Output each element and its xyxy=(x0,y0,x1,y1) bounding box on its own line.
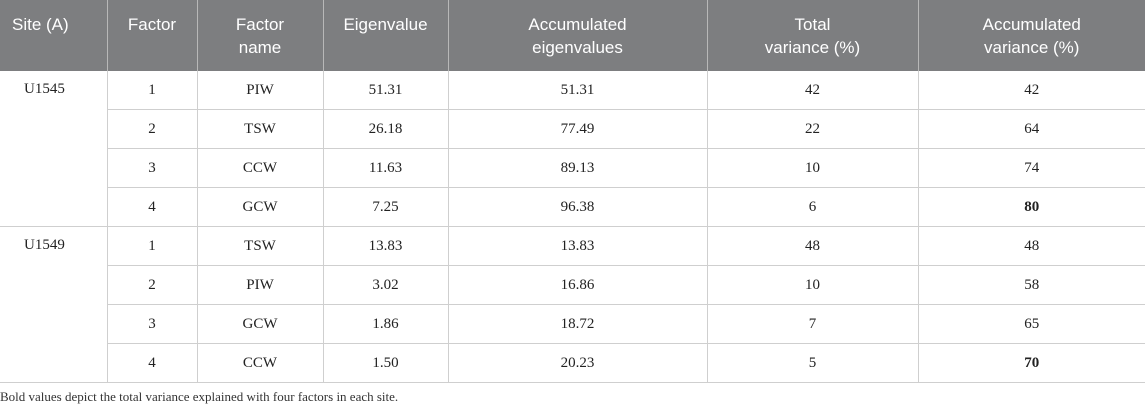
factor-table: Site (A) Factor Factor name Eigenvalue Accum… xyxy=(0,0,1145,383)
cell: 2 xyxy=(106,265,197,305)
cell: 5 xyxy=(706,343,918,383)
cell: CCW xyxy=(196,148,323,188)
cell: 1 xyxy=(106,226,197,266)
cell: 80 xyxy=(917,187,1145,227)
cell: 4 xyxy=(106,187,197,227)
table-row: U1549 1 TSW 13.83 13.83 48 48 xyxy=(0,226,1145,383)
cell: 13.83 xyxy=(447,226,707,266)
cell: 51.31 xyxy=(322,71,448,110)
header-text: Factor xyxy=(127,15,177,34)
table-row: 2 PIW 3.02 16.86 10 58 xyxy=(0,265,1145,305)
column-header: Eigenvalue xyxy=(322,0,448,71)
table-row: 4 GCW 7.25 96.38 6 80 xyxy=(0,187,1145,227)
header-text: Eigenvalue xyxy=(343,15,428,34)
cell: 22 xyxy=(706,109,918,149)
table-row: 3 GCW 1.86 18.72 7 65 xyxy=(0,304,1145,344)
cell: 7 xyxy=(706,304,918,344)
column-header: Accumulated variance (%) xyxy=(917,0,1145,71)
column-header: Total variance (%) xyxy=(706,0,918,71)
cell: 3.02 xyxy=(322,265,448,305)
site-cell: U1549 xyxy=(0,226,107,383)
header-text: Total variance (%) xyxy=(764,15,861,57)
cell: 7.25 xyxy=(322,187,448,227)
cell: GCW xyxy=(196,304,323,344)
column-header: Accumulated eigenvalues xyxy=(447,0,707,71)
cell: 3 xyxy=(106,148,197,188)
cell: CCW xyxy=(196,343,323,383)
header-text: Accumulated eigenvalues xyxy=(528,15,627,57)
column-header: Factor xyxy=(106,0,197,71)
cell: 16.86 xyxy=(447,265,707,305)
column-header: Site (A) xyxy=(0,0,107,71)
cell: 51.31 xyxy=(447,71,707,110)
cell: 1.86 xyxy=(322,304,448,344)
cell: 26.18 xyxy=(322,109,448,149)
cell: TSW xyxy=(196,226,323,266)
table-row: 4 CCW 1.50 20.23 5 70 xyxy=(0,343,1145,383)
cell: 48 xyxy=(706,226,918,266)
site-cell: U1545 xyxy=(0,71,107,227)
cell: 77.49 xyxy=(447,109,707,149)
cell: 64 xyxy=(917,109,1145,149)
table-row: 3 CCW 11.63 89.13 10 74 xyxy=(0,148,1145,188)
cell: 10 xyxy=(706,148,918,188)
cell: 6 xyxy=(706,187,918,227)
cell: 70 xyxy=(917,343,1145,383)
cell: 3 xyxy=(106,304,197,344)
cell: 58 xyxy=(917,265,1145,305)
cell: 11.63 xyxy=(322,148,448,188)
cell: 13.83 xyxy=(322,226,448,266)
cell: PIW xyxy=(196,265,323,305)
header-text: Accumulated variance (%) xyxy=(982,15,1081,57)
cell: 1.50 xyxy=(322,343,448,383)
column-header: Factor name xyxy=(196,0,323,71)
table-row: U1545 1 PIW 51.31 51.31 42 42 xyxy=(0,71,1145,227)
cell: 20.23 xyxy=(447,343,707,383)
header-text: Site (A) xyxy=(12,15,69,34)
cell: 10 xyxy=(706,265,918,305)
cell: 18.72 xyxy=(447,304,707,344)
footnote: Bold values depict the total variance ex… xyxy=(0,389,399,404)
cell: 65 xyxy=(917,304,1145,344)
cell: 96.38 xyxy=(447,187,707,227)
cell: TSW xyxy=(196,109,323,149)
cell: 1 xyxy=(106,71,197,110)
cell: 42 xyxy=(917,71,1145,110)
cell: 42 xyxy=(706,71,918,110)
table-row: 2 TSW 26.18 77.49 22 64 xyxy=(0,109,1145,149)
header-text: Factor name xyxy=(235,15,285,57)
cell: 4 xyxy=(106,343,197,383)
table-body: U1545 1 PIW 51.31 51.31 42 42 2 TSW 26.18 77.49 22 6… xyxy=(0,71,1145,383)
cell: 2 xyxy=(106,109,197,149)
cell: 48 xyxy=(917,226,1145,266)
cell: GCW xyxy=(196,187,323,227)
cell: PIW xyxy=(196,71,323,110)
cell: 74 xyxy=(917,148,1145,188)
header-row: Site (A) Factor Factor name Eigenvalue Accum… xyxy=(0,0,1145,71)
cell: 89.13 xyxy=(447,148,707,188)
